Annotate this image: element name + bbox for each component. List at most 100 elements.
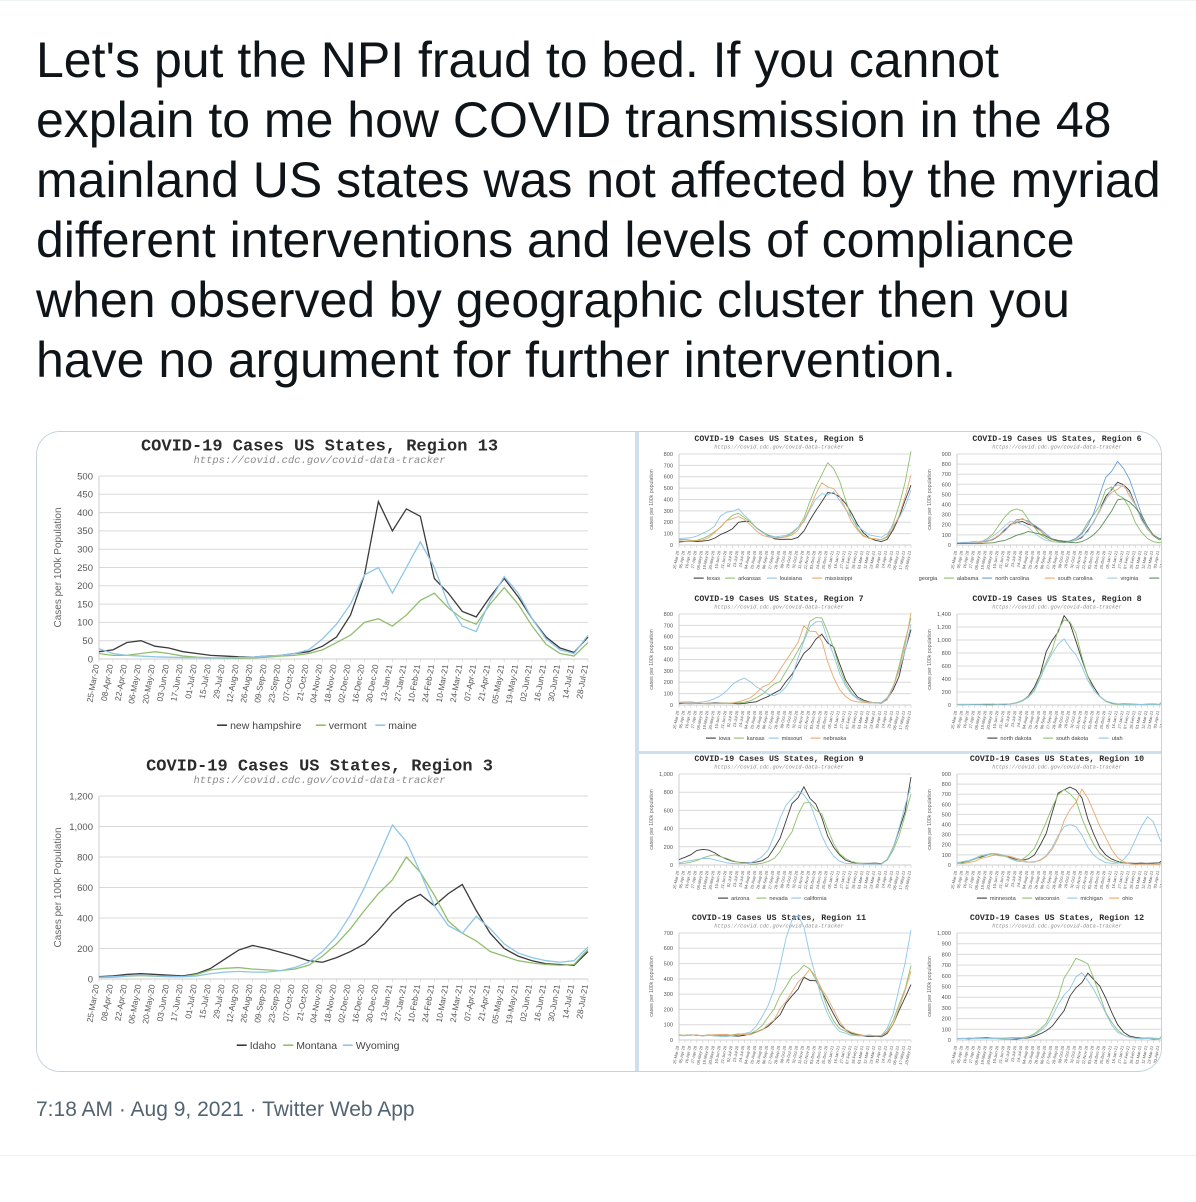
svg-text:https://covid.cdc.gov/covid-da: https://covid.cdc.gov/covid-data-tracker — [992, 924, 1122, 930]
svg-text:200: 200 — [942, 690, 951, 696]
svg-text:800: 800 — [77, 852, 93, 863]
svg-text:nevada: nevada — [769, 896, 788, 902]
svg-text:200: 200 — [77, 581, 93, 592]
svg-text:700: 700 — [664, 463, 673, 469]
svg-text:south dakota: south dakota — [1056, 736, 1089, 742]
svg-text:0: 0 — [670, 1038, 673, 1044]
svg-text:900: 900 — [942, 452, 951, 458]
svg-text:cases per 100k population: cases per 100k population — [649, 469, 655, 530]
svg-text:600: 600 — [664, 808, 673, 814]
svg-text:600: 600 — [664, 475, 673, 481]
svg-text:https://covid.cdc.gov/covid-da: https://covid.cdc.gov/covid-data-tracker — [193, 774, 445, 786]
svg-text:COVID-19 Cases US States, Regi: COVID-19 Cases US States, Region 12 — [970, 913, 1144, 923]
svg-text:1,000: 1,000 — [937, 931, 951, 937]
svg-text:300: 300 — [942, 513, 951, 519]
svg-text:utah: utah — [1112, 736, 1123, 742]
svg-text:https://covid.cdc.gov/covid-da: https://covid.cdc.gov/covid-data-tracker — [714, 924, 844, 930]
svg-text:Cases per 100k Population: Cases per 100k Population — [53, 507, 64, 627]
svg-text:400: 400 — [664, 826, 673, 832]
svg-text:500: 500 — [664, 486, 673, 492]
svg-text:california: california — [804, 896, 827, 902]
svg-text:cases per 100k population: cases per 100k population — [927, 789, 933, 850]
svg-text:700: 700 — [942, 472, 951, 478]
svg-text:800: 800 — [942, 651, 951, 657]
svg-text:600: 600 — [942, 482, 951, 488]
svg-text:800: 800 — [942, 462, 951, 468]
svg-text:500: 500 — [77, 471, 93, 482]
svg-text:COVID-19 Cases US States, Regi: COVID-19 Cases US States, Region 10 — [970, 754, 1144, 764]
svg-text:900: 900 — [942, 942, 951, 948]
svg-text:COVID-19 Cases US States, Regi: COVID-19 Cases US States, Region 9 — [694, 754, 863, 764]
svg-text:100: 100 — [664, 1023, 673, 1029]
svg-text:iowa: iowa — [719, 736, 731, 742]
svg-text:https://covid.cdc.gov/covid-da: https://covid.cdc.gov/covid-data-tracker — [714, 604, 844, 610]
svg-text:https://covid.cdc.gov/covid-da: https://covid.cdc.gov/covid-data-tracker — [992, 604, 1122, 610]
svg-text:300: 300 — [664, 992, 673, 998]
svg-text:new hampshire: new hampshire — [230, 720, 301, 732]
svg-text:200: 200 — [664, 844, 673, 850]
svg-text:cases per 100k population: cases per 100k population — [649, 629, 655, 690]
svg-text:https://covid.cdc.gov/covid-da: https://covid.cdc.gov/covid-data-tracker — [992, 445, 1122, 451]
svg-text:200: 200 — [664, 1008, 673, 1014]
svg-text:arkansas: arkansas — [738, 576, 761, 582]
svg-text:1,000: 1,000 — [69, 821, 93, 832]
svg-text:virginia: virginia — [1121, 576, 1140, 582]
svg-text:0: 0 — [948, 543, 951, 549]
svg-text:https://covid.cdc.gov/covid-da: https://covid.cdc.gov/covid-data-tracker — [193, 455, 445, 467]
svg-text:Idaho: Idaho — [250, 1039, 276, 1051]
svg-text:georgia: georgia — [919, 576, 938, 582]
svg-text:0: 0 — [948, 863, 951, 869]
svg-text:800: 800 — [942, 782, 951, 788]
svg-text:400: 400 — [942, 822, 951, 828]
svg-text:1,200: 1,200 — [69, 791, 93, 802]
svg-text:200: 200 — [664, 680, 673, 686]
svg-text:0: 0 — [948, 703, 951, 709]
svg-text:https://covid.cdc.gov/covid-da: https://covid.cdc.gov/covid-data-tracker — [714, 764, 844, 770]
svg-text:700: 700 — [664, 623, 673, 629]
svg-text:north dakota: north dakota — [1000, 736, 1032, 742]
svg-text:100: 100 — [664, 691, 673, 697]
svg-text:1,400: 1,400 — [937, 612, 951, 618]
svg-text:400: 400 — [664, 498, 673, 504]
svg-text:800: 800 — [942, 953, 951, 959]
svg-text:0: 0 — [948, 1038, 951, 1044]
svg-text:200: 200 — [942, 523, 951, 529]
svg-text:1,000: 1,000 — [937, 638, 951, 644]
svg-text:COVID-19 Cases US States, Regi: COVID-19 Cases US States, Region 3 — [146, 757, 493, 776]
svg-text:100: 100 — [942, 852, 951, 858]
svg-text:600: 600 — [942, 974, 951, 980]
svg-text:700: 700 — [664, 931, 673, 937]
svg-text:kansas: kansas — [747, 736, 765, 742]
svg-text:700: 700 — [942, 963, 951, 969]
svg-text:100: 100 — [942, 1028, 951, 1034]
svg-text:cases per 100k population: cases per 100k population — [927, 629, 933, 690]
svg-text:350: 350 — [77, 526, 93, 537]
svg-text:400: 400 — [942, 677, 951, 683]
svg-text:alabama: alabama — [957, 576, 979, 582]
svg-text:COVID-19 Cases US States, Regi: COVID-19 Cases US States, Region 6 — [972, 434, 1141, 444]
svg-text:500: 500 — [664, 962, 673, 968]
svg-text:600: 600 — [77, 882, 93, 893]
svg-text:250: 250 — [77, 563, 93, 574]
svg-text:600: 600 — [942, 802, 951, 808]
svg-text:600: 600 — [664, 634, 673, 640]
svg-text:200: 200 — [664, 520, 673, 526]
svg-text:800: 800 — [664, 612, 673, 618]
svg-text:200: 200 — [942, 1017, 951, 1023]
svg-text:minnesota: minnesota — [990, 896, 1017, 902]
svg-text:1,200: 1,200 — [937, 625, 951, 631]
svg-text:300: 300 — [942, 1006, 951, 1012]
svg-text:500: 500 — [942, 985, 951, 991]
svg-text:500: 500 — [942, 492, 951, 498]
svg-text:COVID-19 Cases US States, Regi: COVID-19 Cases US States, Region 13 — [141, 437, 498, 456]
svg-text:600: 600 — [664, 946, 673, 952]
svg-text:COVID-19 Cases US States, Regi: COVID-19 Cases US States, Region 8 — [972, 594, 1141, 604]
svg-text:100: 100 — [942, 533, 951, 539]
svg-text:0: 0 — [670, 703, 673, 709]
svg-text:Wyoming: Wyoming — [356, 1039, 400, 1051]
svg-text:1,000: 1,000 — [659, 772, 673, 778]
svg-text:700: 700 — [942, 792, 951, 798]
svg-text:400: 400 — [664, 657, 673, 663]
svg-text:300: 300 — [942, 832, 951, 838]
svg-text:COVID-19 Cases US States, Regi: COVID-19 Cases US States, Region 11 — [692, 913, 866, 923]
